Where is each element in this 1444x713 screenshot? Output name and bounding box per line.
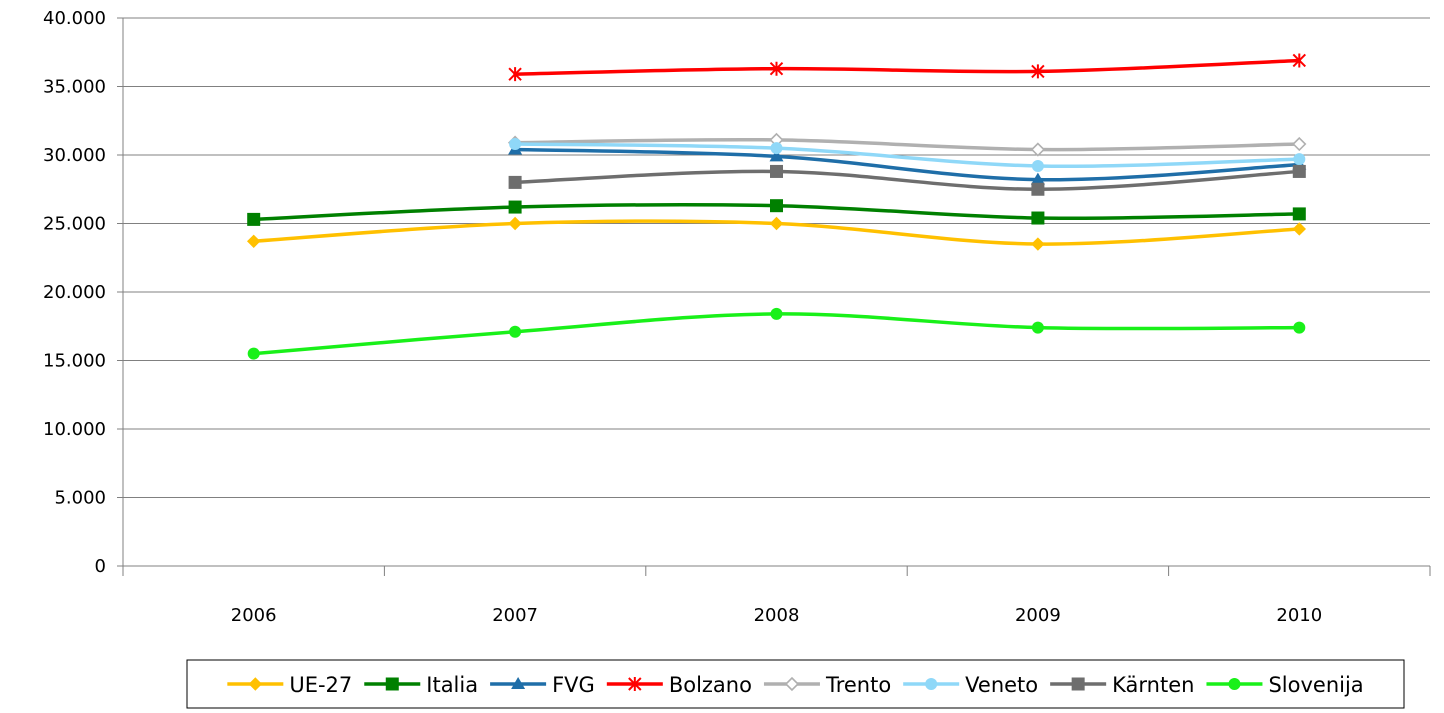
series-slovenija: [247, 307, 1306, 360]
series-ue-27: [246, 216, 1307, 251]
data-point: [770, 164, 783, 178]
y-tick-label: 30.000: [43, 145, 106, 166]
legend: UE-27 Italia FVG Bolzano Trento Veneto Kärnten…: [186, 659, 1405, 709]
data-point: [1292, 222, 1307, 236]
legend-marker: [925, 678, 938, 690]
legend-marker: [511, 677, 526, 689]
legend-marker: [784, 676, 800, 692]
data-point: [769, 149, 784, 162]
data-point: [1293, 153, 1306, 166]
data-point: [1292, 136, 1307, 152]
data-point: [508, 200, 522, 214]
data-point: [247, 347, 260, 360]
legend-item: Kärnten: [1050, 673, 1194, 697]
data-point: [770, 199, 783, 213]
y-tick-label: 5.000: [54, 488, 106, 509]
series-bolzano: [508, 53, 1307, 82]
y-tick-label: 20.000: [43, 282, 106, 303]
legend-marker: [385, 677, 399, 691]
data-point: [247, 212, 261, 226]
data-point: [1031, 182, 1045, 196]
series-line: [513, 137, 1302, 152]
legend-label: Slovenija: [1268, 673, 1363, 697]
legend-label: Kärnten: [1112, 673, 1194, 697]
x-axis-tick-labels: 2006 2007 2008 2009 2010: [231, 605, 1322, 626]
series-italia: [247, 199, 1306, 226]
legend-label: Trento: [825, 673, 891, 697]
data-point: [1031, 211, 1045, 225]
data-point: [1292, 207, 1306, 221]
x-tick-label: 2006: [231, 605, 277, 626]
axes: [117, 17, 1431, 576]
data-point: [769, 61, 784, 76]
data-point: [1292, 164, 1306, 178]
y-tick-label: 15.000: [43, 351, 106, 372]
y-tick-label: 10.000: [43, 419, 106, 440]
legend-marker: [248, 677, 263, 691]
data-point: [509, 325, 522, 338]
x-tick-label: 2009: [1015, 605, 1061, 626]
series-line: [513, 142, 1302, 168]
data-point: [1031, 159, 1044, 172]
legend-item: Slovenija: [1206, 673, 1364, 697]
legend-marker: [1228, 678, 1241, 690]
x-tick-label: 2010: [1276, 605, 1322, 626]
y-tick-label: 0: [95, 556, 106, 577]
data-point: [508, 67, 522, 82]
data-point: [508, 216, 522, 231]
legend-label: Italia: [426, 673, 478, 697]
data-point: [1030, 172, 1045, 185]
series-lines: [246, 53, 1307, 360]
data-point: [1293, 321, 1306, 334]
grid-lines: [123, 17, 1430, 498]
series-line: [513, 169, 1302, 191]
legend-label: Veneto: [965, 673, 1038, 697]
data-point: [1031, 64, 1045, 79]
legend-marker: [1071, 677, 1085, 691]
legend-label: Bolzano: [669, 673, 752, 697]
series-k-rnten: [508, 164, 1306, 196]
series-line: [513, 58, 1302, 76]
legend-marker: [628, 677, 642, 691]
data-point: [769, 216, 784, 231]
data-point: [770, 307, 783, 320]
x-tick-label: 2008: [754, 605, 800, 626]
legend-item: Italia: [364, 673, 478, 697]
y-tick-label: 35.000: [43, 77, 106, 98]
data-point: [1031, 321, 1044, 334]
data-point: [770, 142, 783, 155]
legend-item: FVG: [490, 673, 595, 697]
data-point: [508, 175, 522, 189]
legend-item: Bolzano: [606, 673, 752, 697]
y-tick-label: 25.000: [43, 214, 106, 235]
legend-item: UE-27: [227, 673, 352, 697]
data-point: [1030, 142, 1046, 157]
legend-label: FVG: [552, 673, 595, 697]
x-tick-label: 2007: [492, 605, 538, 626]
y-axis-tick-labels: 0 5.000 10.000 15.000 20.000 25.000 30.000 35.0…: [43, 8, 106, 577]
data-point: [1031, 237, 1045, 251]
data-point: [1292, 53, 1307, 68]
data-point: [509, 138, 522, 151]
legend-item: Veneto: [903, 673, 1038, 697]
series-line: [513, 147, 1302, 182]
legend-label: UE-27: [289, 673, 352, 697]
y-tick-label: 40.000: [43, 8, 106, 29]
series-veneto: [509, 138, 1306, 172]
data-point: [246, 234, 261, 249]
legend-item: Trento: [763, 673, 891, 697]
